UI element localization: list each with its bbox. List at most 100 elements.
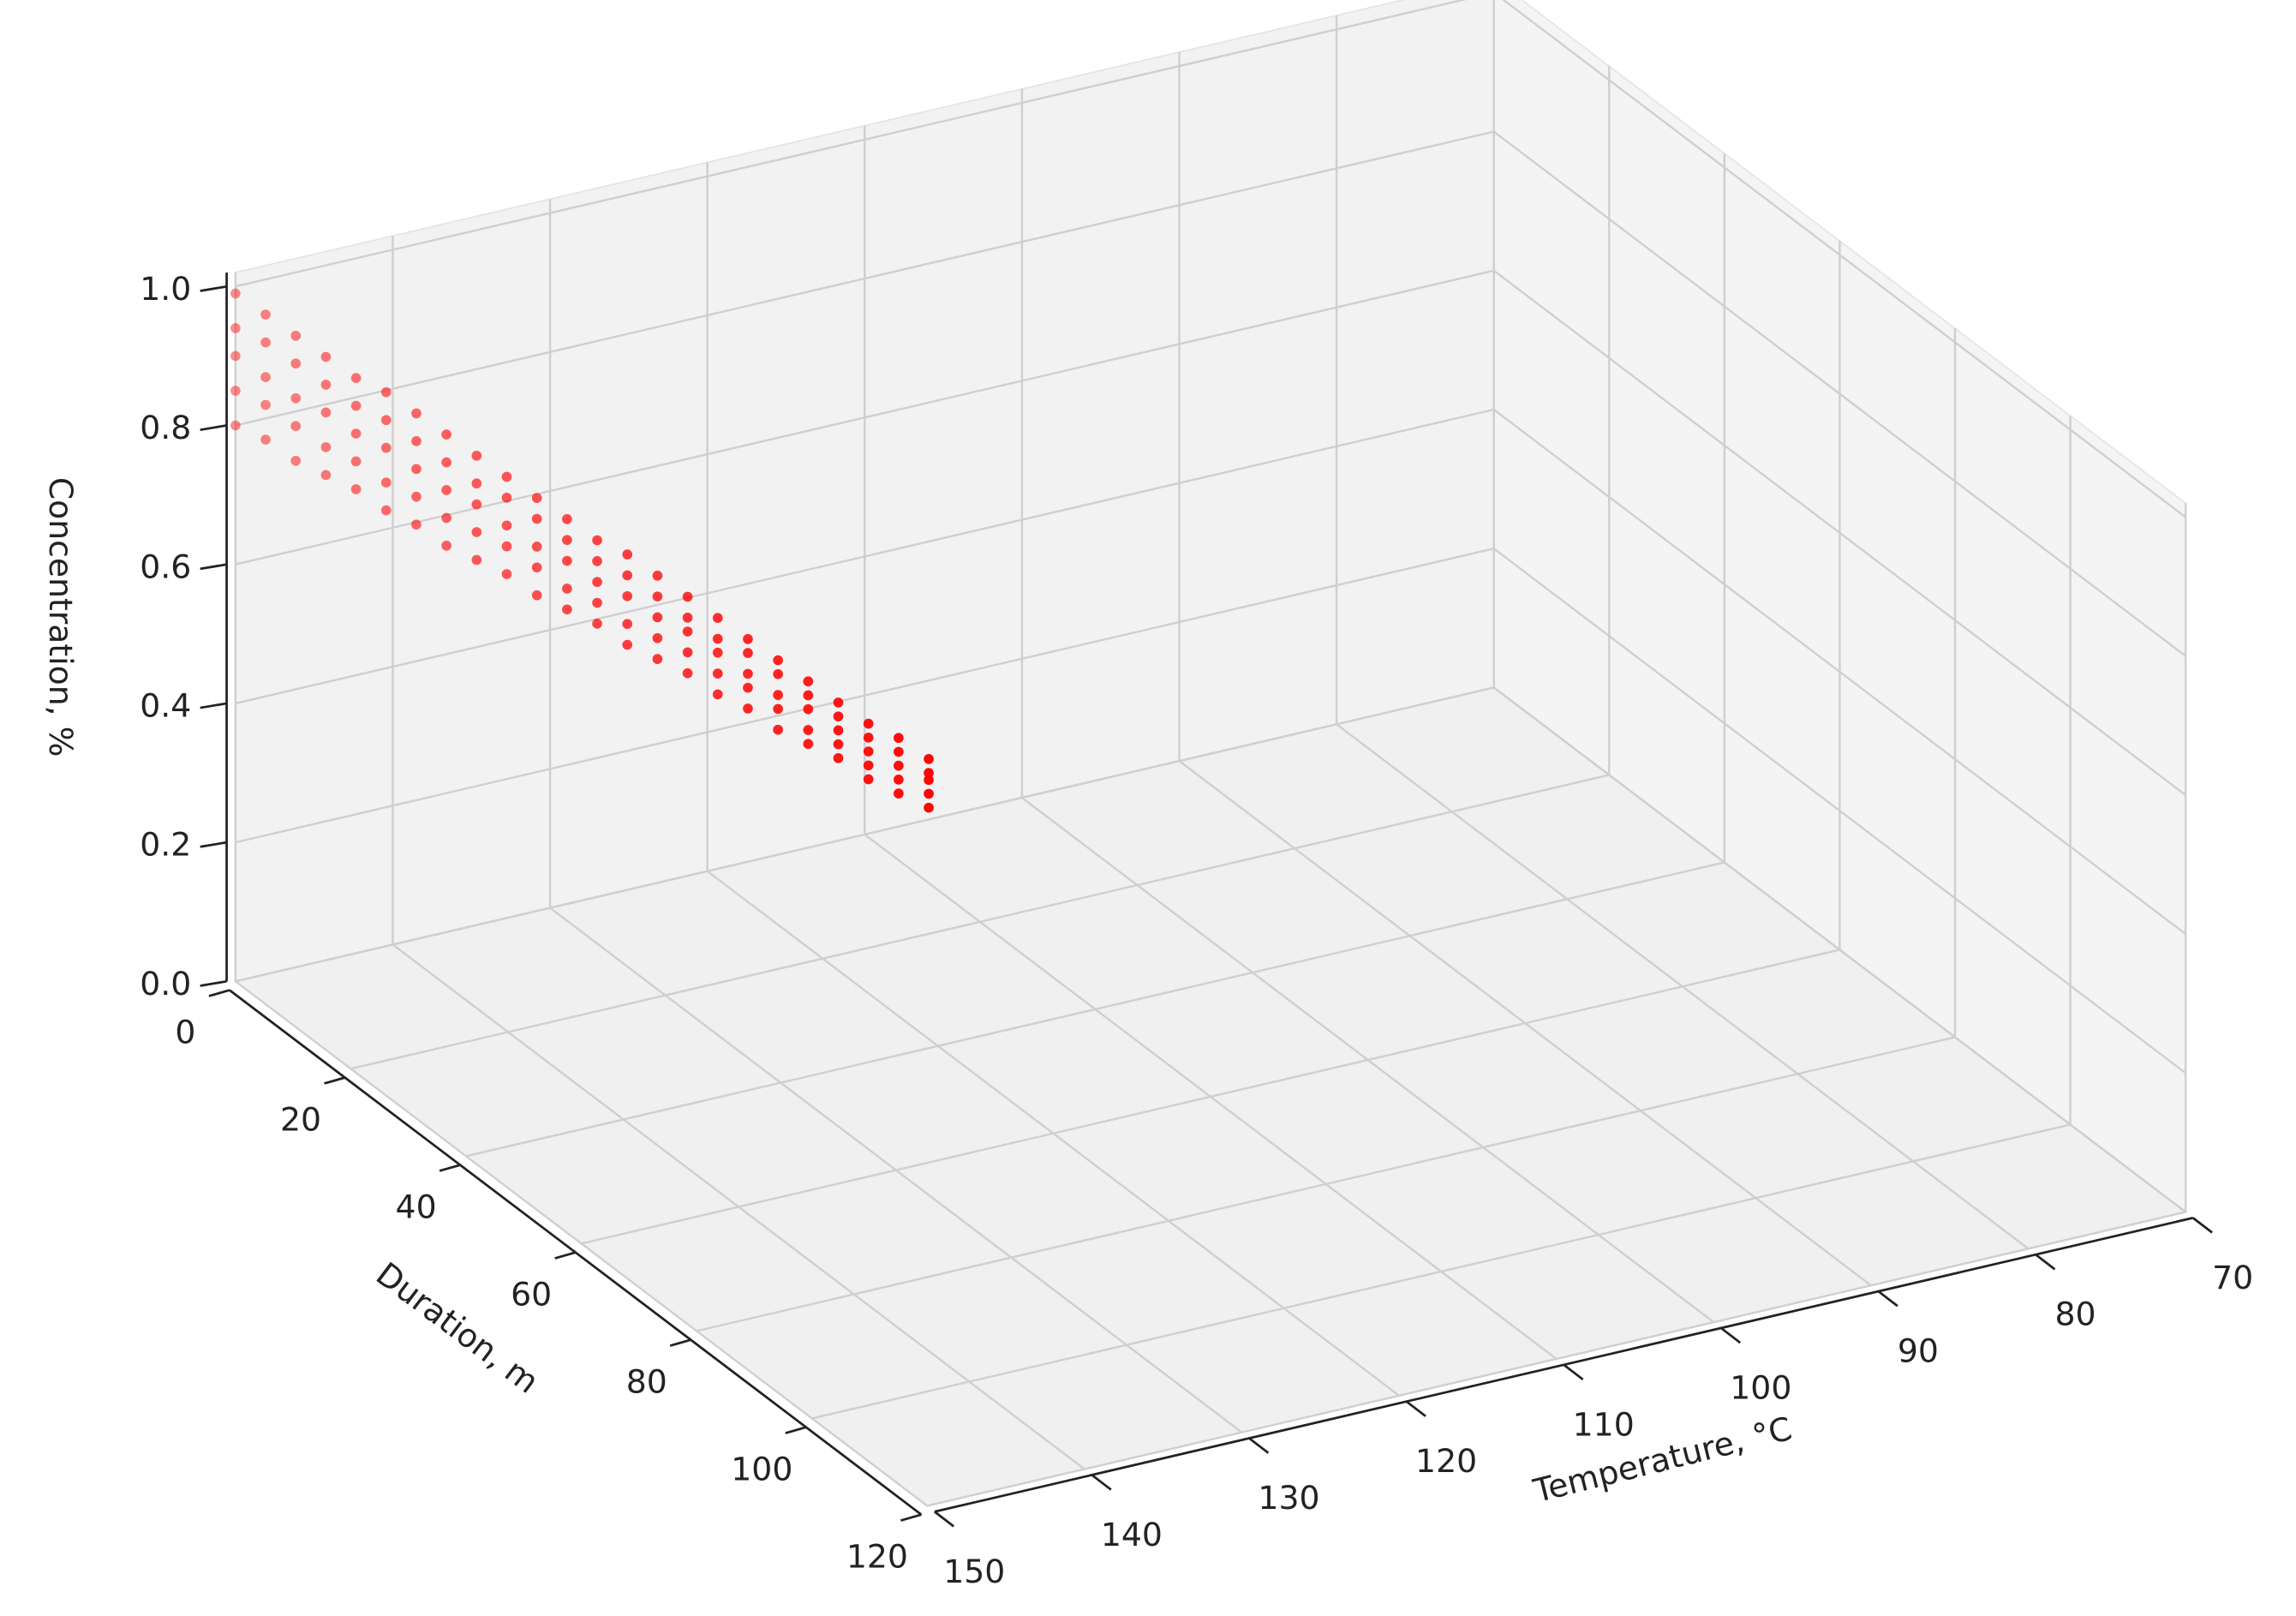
data-point: [773, 655, 783, 666]
data-point: [230, 420, 241, 431]
data-point: [773, 703, 783, 715]
data-point: [803, 703, 814, 715]
data-point: [441, 457, 451, 468]
z-tick: [200, 284, 227, 292]
data-point: [592, 556, 602, 566]
y-tick-label: 80: [626, 1363, 667, 1401]
data-point: [531, 562, 542, 573]
data-point: [501, 569, 512, 579]
data-point: [894, 760, 904, 771]
data-point: [471, 450, 482, 461]
x-tick-label: 140: [1101, 1516, 1163, 1553]
z-tick: [200, 563, 227, 571]
data-point: [863, 718, 874, 729]
data-point: [743, 634, 753, 644]
grid-line: [1492, 548, 2186, 1074]
y-tick: [554, 1251, 577, 1260]
z-tick-label: 0.4: [140, 687, 191, 725]
grid-line: [235, 686, 1494, 983]
x-tick-label: 100: [1730, 1368, 1791, 1406]
data-point: [743, 703, 753, 714]
data-point: [290, 421, 302, 432]
data-point: [230, 323, 241, 333]
data-point: [441, 512, 451, 524]
data-point: [320, 442, 332, 452]
data-point: [682, 647, 693, 658]
data-point: [924, 768, 934, 778]
data-point: [501, 520, 512, 531]
data-point: [260, 434, 271, 445]
data-point: [622, 570, 633, 581]
x-tick-label: 110: [1573, 1405, 1635, 1443]
data-point: [562, 514, 572, 524]
data-point: [320, 407, 332, 418]
data-point: [682, 613, 693, 623]
data-point: [350, 373, 362, 384]
data-point: [411, 408, 422, 419]
data-point: [562, 584, 572, 594]
y-tick: [669, 1338, 691, 1347]
data-point: [894, 746, 904, 757]
data-point: [773, 668, 783, 679]
x-tick: [1405, 1400, 1426, 1417]
data-point: [531, 542, 542, 552]
data-point: [652, 570, 663, 581]
data-point: [380, 505, 392, 516]
grid-line: [1492, 686, 2186, 1213]
y-tick-label: 100: [731, 1451, 792, 1488]
z-axis-label: Concentration, %: [42, 477, 80, 757]
data-point: [350, 484, 362, 494]
data-point: [924, 754, 934, 764]
data-point: [592, 597, 602, 608]
grid-line: [350, 774, 1610, 1070]
data-point: [380, 415, 392, 426]
data-point: [863, 733, 874, 743]
data-point: [833, 697, 844, 708]
data-point: [531, 513, 542, 524]
z-tick: [200, 702, 227, 709]
data-point: [562, 535, 572, 546]
data-point: [441, 429, 451, 440]
grid-line: [1502, 0, 2186, 518]
grid-line: [235, 0, 1468, 288]
x-tick-label: 90: [1898, 1332, 1939, 1370]
data-point: [350, 456, 362, 467]
data-point: [320, 351, 332, 362]
data-point: [471, 499, 482, 510]
data-point: [350, 428, 362, 439]
data-point: [682, 667, 693, 679]
data-point: [592, 619, 602, 629]
data-point: [712, 633, 723, 644]
data-point: [894, 788, 904, 799]
z-tick-label: 0.0: [140, 965, 191, 1003]
z-tick: [200, 841, 227, 848]
x-axis-label: Temperature, °C: [1529, 1410, 1796, 1510]
data-point: [863, 746, 874, 757]
data-point: [531, 590, 542, 601]
data-point: [833, 725, 844, 736]
data-point: [622, 639, 633, 650]
data-point: [260, 372, 271, 382]
z-tick-label: 0.2: [140, 826, 191, 864]
data-point: [773, 690, 783, 700]
data-point: [441, 541, 451, 551]
data-point: [894, 733, 904, 744]
data-point: [411, 464, 422, 475]
data-point: [230, 288, 241, 299]
data-point: [743, 682, 753, 693]
data-point: [803, 739, 814, 750]
y-axis-line: [229, 989, 923, 1516]
x-tick: [1720, 1326, 1742, 1344]
data-point: [712, 689, 723, 700]
data-point: [894, 775, 904, 785]
data-point: [803, 676, 814, 687]
data-point: [290, 392, 302, 404]
data-point: [230, 350, 241, 362]
data-point: [290, 330, 302, 341]
data-point: [833, 752, 844, 763]
z-tick-label: 1.0: [140, 270, 191, 308]
grid-line: [1492, 269, 2186, 796]
x-tick: [2035, 1254, 2056, 1271]
data-point: [260, 309, 271, 320]
